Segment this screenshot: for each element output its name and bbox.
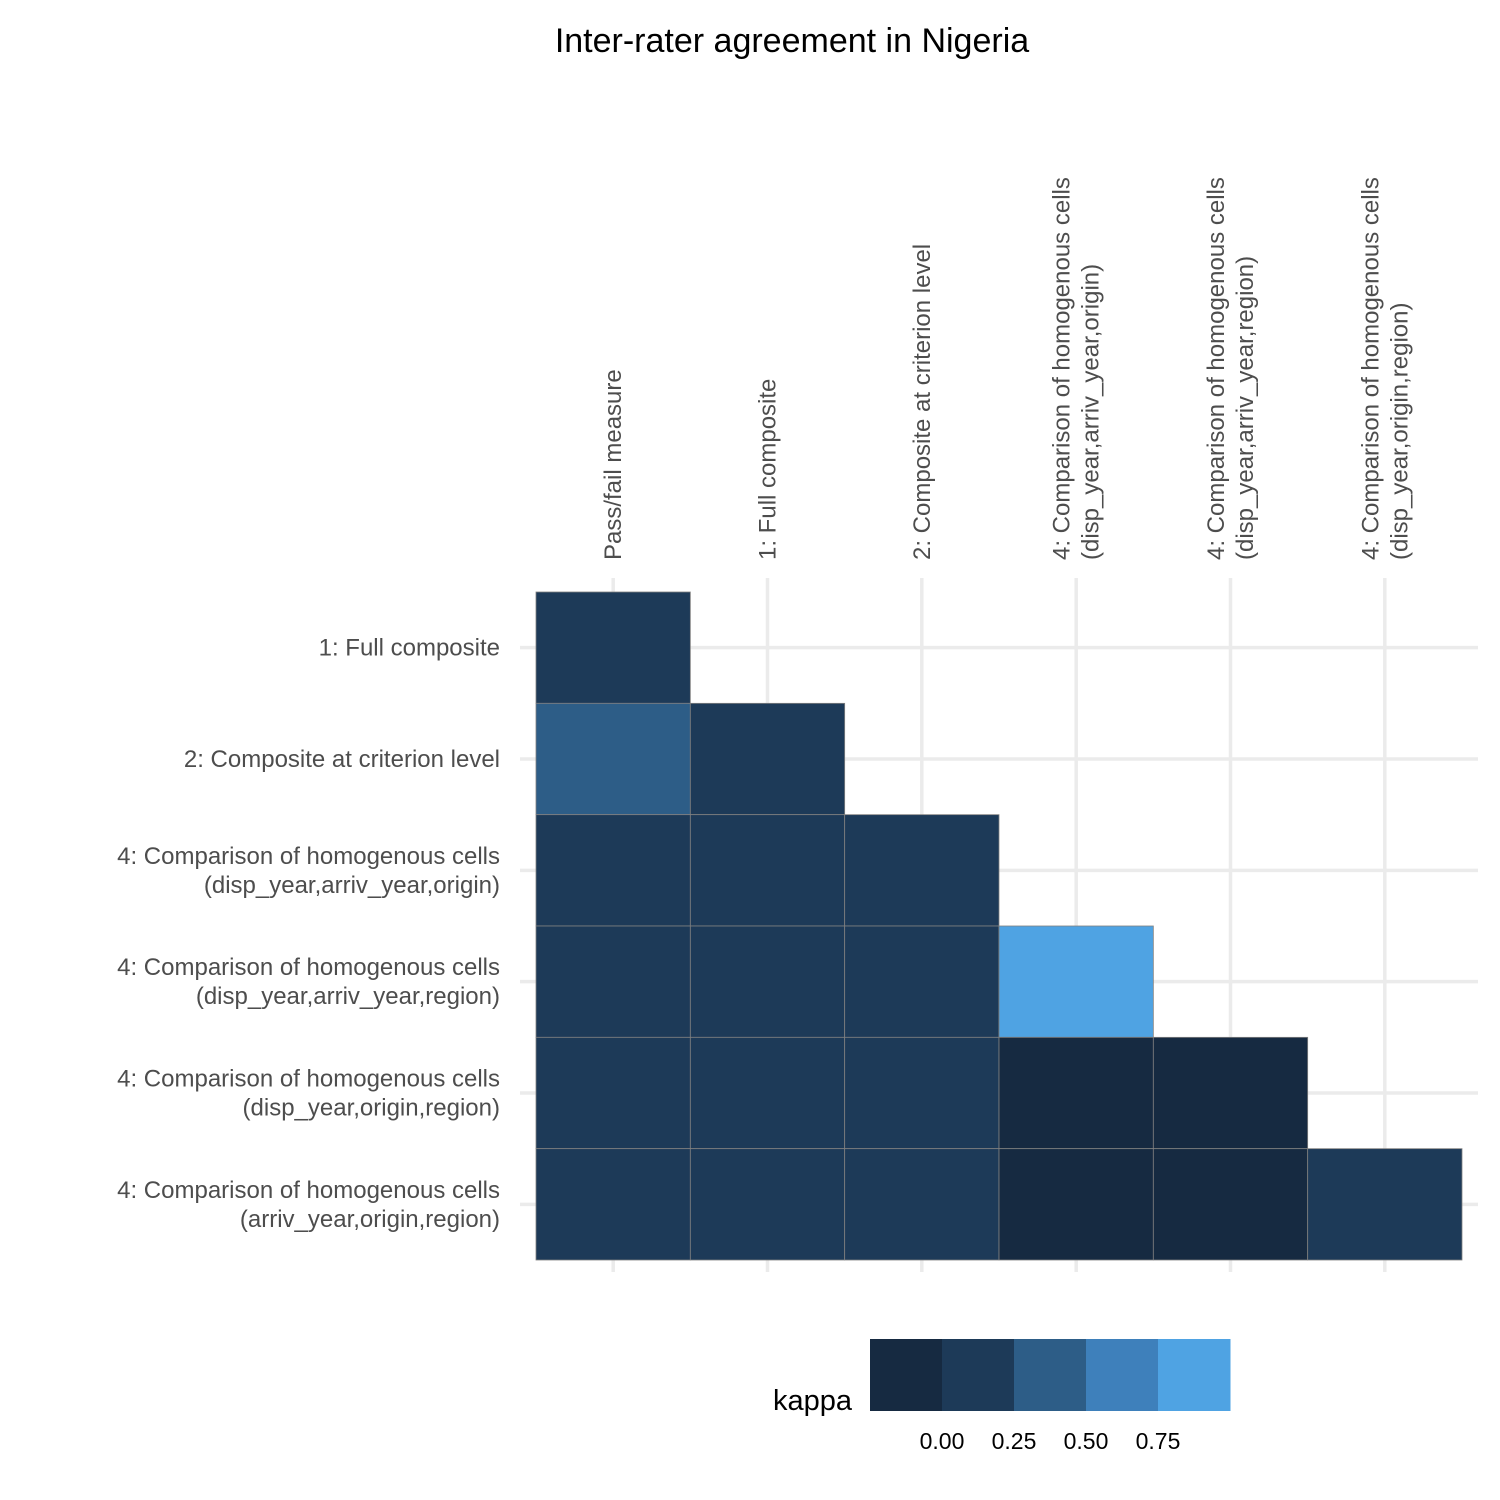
chart-title: Inter-rater agreement in Nigeria (555, 22, 1029, 60)
x-axis-tick-label: 1: Full composite (755, 379, 782, 560)
x-axis-tick-label: 4: Comparison of homogenous cells (1203, 177, 1230, 560)
x-axis-labels: Pass/fail measure 1: Full composite 2: Com… (600, 177, 1413, 560)
heatmap-cell (535, 702, 691, 816)
heatmap-cell (535, 925, 691, 1038)
heatmap-cell (689, 1148, 846, 1261)
legend-tick-label: 0.25 (992, 1428, 1037, 1454)
x-axis-tick-label: Pass/fail measure (600, 369, 627, 560)
legend-color-bin (1014, 1339, 1087, 1411)
legend-color-bin (942, 1339, 1015, 1411)
y-axis-tick-label: 2: Composite at criterion level (184, 746, 500, 773)
y-axis-label: 4: Comparison of homogenous cells(disp_y… (117, 843, 500, 899)
legend-title: kappa (773, 1385, 853, 1417)
heatmap-cell (689, 702, 846, 816)
heatmap-cell (844, 1036, 1000, 1150)
y-axis-label: 1: Full composite (319, 635, 500, 662)
y-axis-label: 4: Comparison of homogenous cells(arriv_… (117, 1177, 500, 1233)
y-axis-tick-label: (disp_year,arriv_year,region) (196, 983, 500, 1010)
heatmap-cell (844, 1148, 1000, 1261)
x-axis-label: 2: Composite at criterion level (909, 244, 936, 560)
heatmap-cell (844, 814, 1000, 927)
x-axis-tick-label: (disp_year,arriv_year,region) (1232, 256, 1259, 560)
heatmap-cell (535, 814, 691, 927)
y-axis-label: 4: Comparison of homogenous cells(disp_y… (117, 954, 500, 1010)
heatmap-cell (998, 925, 1154, 1038)
heatmap-cells (535, 591, 1463, 1261)
legend-colorbar (870, 1339, 1231, 1411)
legend-tick-label: 0.75 (1136, 1428, 1181, 1454)
y-axis-labels: 1: Full composite 2: Composite at criteri… (117, 635, 500, 1233)
heatmap-cell (1152, 1036, 1309, 1150)
x-axis-label: 1: Full composite (755, 379, 782, 560)
x-axis-tick-label: 4: Comparison of homogenous cells (1049, 177, 1076, 560)
heatmap-cell (535, 1148, 691, 1261)
heatmap-cell (535, 591, 691, 704)
y-axis-label: 4: Comparison of homogenous cells(disp_y… (117, 1066, 500, 1122)
heatmap-cell (535, 1036, 691, 1150)
y-axis-tick-label: 4: Comparison of homogenous cells (117, 843, 500, 870)
x-axis-tick-label: 4: Comparison of homogenous cells (1357, 177, 1384, 560)
legend-color-bin (870, 1339, 943, 1411)
y-axis-tick-label: (disp_year,arriv_year,origin) (204, 872, 500, 899)
legend-tick-label: 0.00 (920, 1428, 965, 1454)
y-axis-tick-label: 4: Comparison of homogenous cells (117, 954, 500, 981)
x-axis-label: 4: Comparison of homogenous cells (disp_y… (1203, 177, 1259, 560)
legend-color-bin (1158, 1339, 1231, 1411)
x-axis-tick-label: 2: Composite at criterion level (909, 244, 936, 560)
heatmap-cell (689, 1036, 846, 1150)
x-axis-tick-label: (disp_year,arriv_year,origin) (1078, 264, 1105, 560)
legend: kappa 0.00 0.25 0.50 0.75 (773, 1339, 1231, 1454)
x-axis-label: 4: Comparison of homogenous cells (disp_y… (1049, 177, 1105, 560)
x-axis-label: 4: Comparison of homogenous cells (disp_y… (1357, 177, 1413, 560)
y-axis-tick-label: 4: Comparison of homogenous cells (117, 1066, 500, 1093)
y-axis-tick-label: 4: Comparison of homogenous cells (117, 1177, 500, 1204)
y-axis-tick-label: (disp_year,origin,region) (243, 1095, 500, 1122)
heatmap-cell (1307, 1148, 1463, 1261)
heatmap-cell (998, 1036, 1154, 1150)
heatmap-cell (689, 814, 846, 927)
x-axis-tick-label: (disp_year,origin,region) (1386, 303, 1413, 560)
legend-tick-label: 0.50 (1064, 1428, 1109, 1454)
x-axis-label: Pass/fail measure (600, 369, 627, 560)
legend-ticks: 0.00 0.25 0.50 0.75 (920, 1428, 1181, 1454)
y-axis-tick-label: 1: Full composite (319, 635, 500, 662)
y-axis-tick-label: (arriv_year,origin,region) (240, 1206, 500, 1233)
heatmap-cell (1152, 1148, 1309, 1261)
heatmap-cell (844, 925, 1000, 1038)
heatmap-cell (689, 925, 846, 1038)
y-axis-label: 2: Composite at criterion level (184, 746, 500, 773)
heatmap-cell (998, 1148, 1154, 1261)
legend-color-bin (1086, 1339, 1159, 1411)
